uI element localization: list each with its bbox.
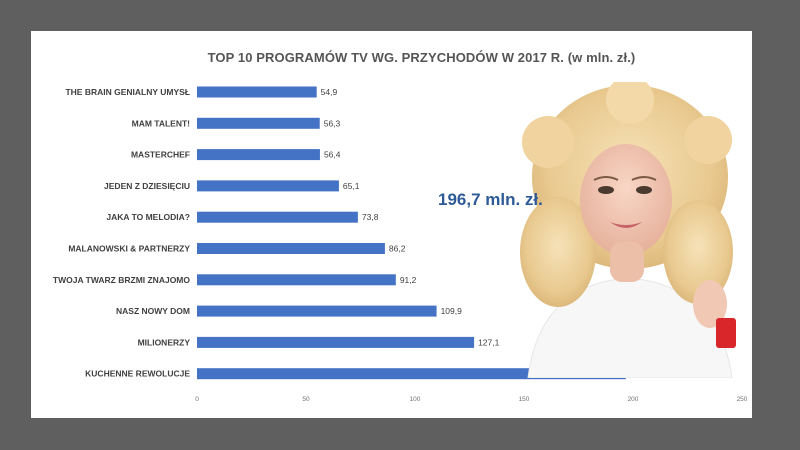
category-label: JEDEN Z DZIESIĘCIU: [104, 181, 190, 191]
bar: [197, 86, 317, 98]
value-label: 109,9: [441, 306, 463, 316]
chart-title: TOP 10 PROGRAMÓW TV WG. PRZYCHODÓW W 201…: [207, 50, 636, 65]
x-tick-label: 0: [195, 396, 199, 403]
value-label: 56,3: [324, 118, 341, 128]
callout-value: 196,7 mln. zł.: [438, 190, 543, 209]
bar: [197, 305, 437, 317]
x-tick-labels-group: 0 50 100 150 200 250: [195, 396, 748, 403]
bars-group: [197, 86, 626, 380]
category-label: JAKA TO MELODIA?: [106, 212, 190, 222]
value-label: 73,8: [362, 212, 379, 222]
woman-portrait-photo-icon: [520, 82, 736, 378]
bar: [197, 180, 339, 192]
bar: [197, 243, 385, 254]
slide: TOP 10 PROGRAMÓW TV WG. PRZYCHODÓW W 201…: [31, 31, 752, 418]
value-label: 91,2: [400, 275, 417, 285]
x-tick-label: 150: [519, 396, 530, 403]
bar: [197, 274, 396, 286]
category-label: TWOJA TWARZ BRZMI ZNAJOMO: [53, 275, 190, 285]
bar: [197, 117, 320, 129]
value-label: 86,2: [389, 244, 406, 254]
value-label: 65,1: [343, 181, 360, 191]
value-label: 54,9: [321, 87, 338, 97]
x-tick-label: 50: [302, 396, 310, 403]
category-label: MALANOWSKI & PARTNERZY: [68, 244, 190, 254]
category-label: MASTERCHEF: [131, 150, 190, 160]
bar: [197, 149, 320, 161]
category-label: THE BRAIN GENIALNY UMYSŁ: [65, 87, 190, 97]
category-label: NASZ NOWY DOM: [116, 306, 190, 316]
bar: [197, 211, 358, 223]
x-tick-label: 100: [410, 396, 421, 403]
category-label: MILIONERZY: [138, 337, 191, 347]
x-tick-label: 200: [628, 396, 639, 403]
category-label: KUCHENNE REWOLUCJE: [85, 369, 190, 379]
bar: [197, 336, 475, 348]
value-label: 56,4: [324, 150, 341, 160]
value-label: 127,1: [478, 337, 500, 347]
x-tick-label: 250: [737, 396, 748, 403]
bar: [197, 368, 626, 380]
category-label: MAM TALENT!: [132, 118, 191, 128]
category-labels-group: THE BRAIN GENIALNY UMYSŁ MAM TALENT! MASTE…: [53, 87, 190, 379]
bar-chart: THE BRAIN GENIALNY UMYSŁ MAM TALENT! MASTE…: [53, 86, 748, 403]
